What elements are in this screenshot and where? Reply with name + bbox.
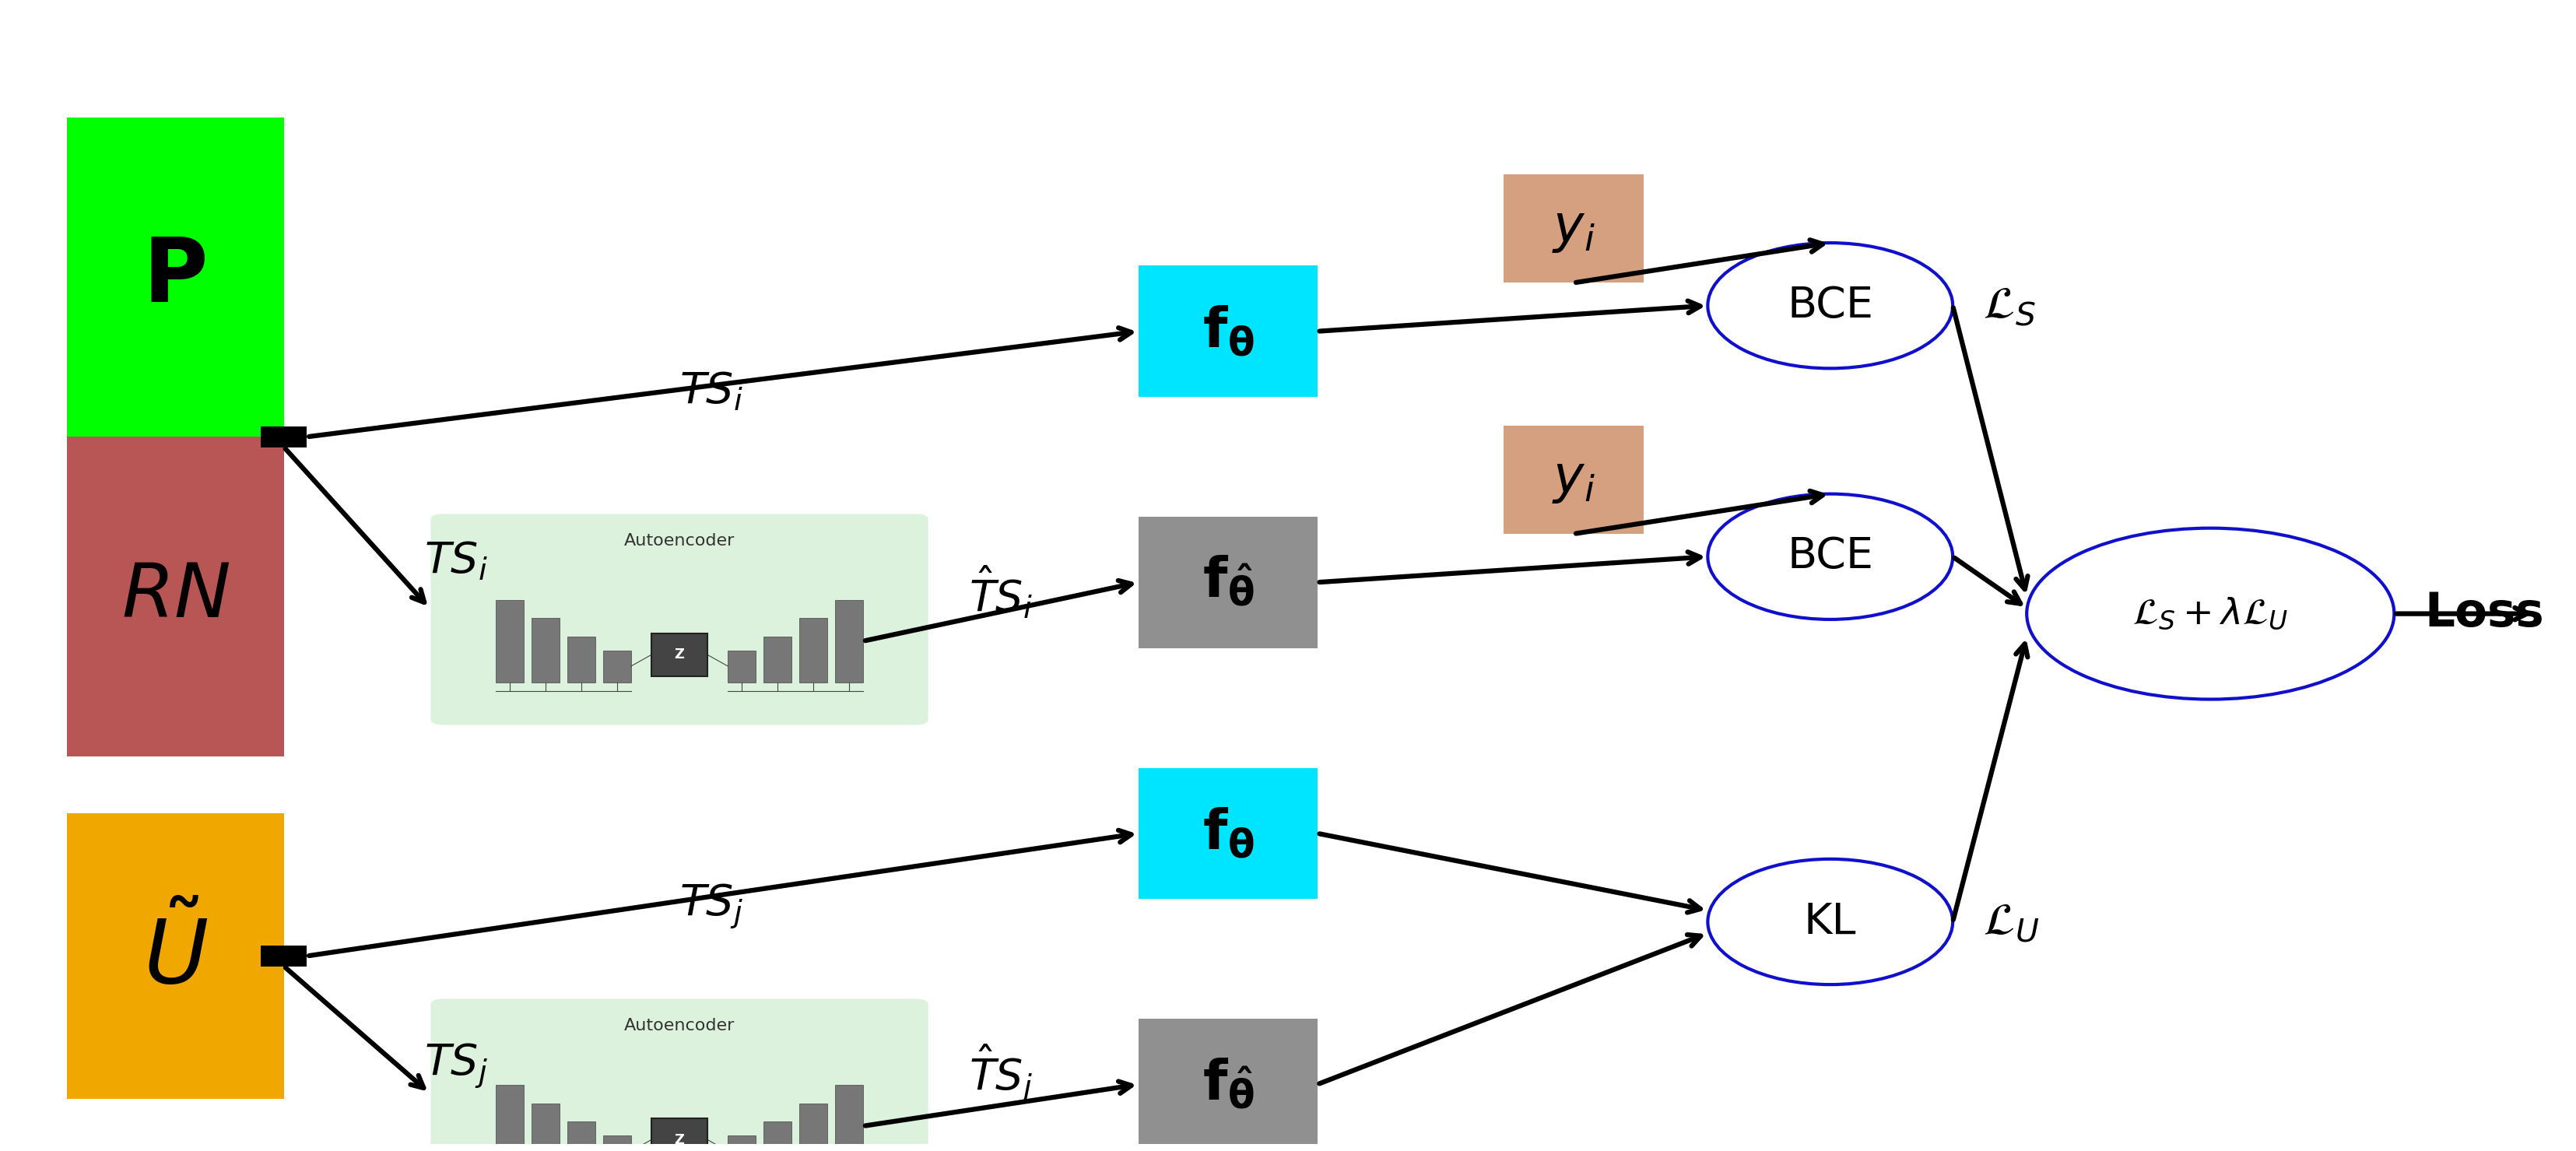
- FancyBboxPatch shape: [799, 618, 827, 683]
- Text: Loss: Loss: [2424, 590, 2545, 637]
- Ellipse shape: [2027, 528, 2393, 700]
- Text: $TS_j$: $TS_j$: [680, 883, 744, 931]
- Text: Z: Z: [675, 1133, 685, 1146]
- FancyBboxPatch shape: [567, 637, 595, 683]
- FancyBboxPatch shape: [1139, 1019, 1316, 1150]
- FancyBboxPatch shape: [835, 1085, 863, 1151]
- Text: $TS_i$: $TS_i$: [680, 371, 742, 412]
- Text: $y_i$: $y_i$: [1553, 203, 1595, 254]
- FancyBboxPatch shape: [531, 618, 559, 683]
- FancyBboxPatch shape: [1504, 426, 1643, 534]
- Ellipse shape: [1708, 243, 1953, 368]
- Text: $\hat{T}S_i$: $\hat{T}S_i$: [969, 564, 1033, 620]
- FancyBboxPatch shape: [531, 1103, 559, 1151]
- FancyBboxPatch shape: [652, 633, 708, 677]
- FancyBboxPatch shape: [260, 946, 307, 967]
- Text: $\mathbf{f_\theta}$: $\mathbf{f_\theta}$: [1203, 806, 1255, 861]
- FancyBboxPatch shape: [762, 637, 791, 683]
- Text: BCE: BCE: [1788, 535, 1873, 578]
- FancyBboxPatch shape: [260, 427, 307, 447]
- Text: BCE: BCE: [1788, 284, 1873, 327]
- Text: $\mathit{RN}$: $\mathit{RN}$: [121, 561, 229, 633]
- FancyBboxPatch shape: [603, 650, 631, 683]
- Text: $TS_j$: $TS_j$: [425, 1042, 487, 1090]
- Text: $\mathbf{f_{\hat{\theta}}}$: $\mathbf{f_{\hat{\theta}}}$: [1203, 555, 1255, 610]
- FancyBboxPatch shape: [67, 117, 283, 437]
- Text: KL: KL: [1803, 901, 1857, 943]
- FancyBboxPatch shape: [67, 814, 283, 1099]
- FancyBboxPatch shape: [799, 1103, 827, 1151]
- FancyBboxPatch shape: [1139, 266, 1316, 397]
- Text: P: P: [144, 234, 209, 320]
- Text: $TS_i$: $TS_i$: [425, 540, 487, 581]
- FancyBboxPatch shape: [1139, 517, 1316, 648]
- FancyBboxPatch shape: [430, 513, 927, 725]
- Ellipse shape: [1708, 494, 1953, 619]
- Text: $\mathcal{L}_U$: $\mathcal{L}_U$: [1984, 900, 2040, 944]
- FancyBboxPatch shape: [67, 437, 283, 756]
- FancyBboxPatch shape: [1139, 768, 1316, 899]
- Text: $y_i$: $y_i$: [1553, 453, 1595, 505]
- Text: $\mathcal{L}_S$: $\mathcal{L}_S$: [1984, 283, 2035, 328]
- FancyBboxPatch shape: [430, 999, 927, 1151]
- Text: $\hat{T}S_j$: $\hat{T}S_j$: [969, 1043, 1033, 1105]
- FancyBboxPatch shape: [495, 1085, 523, 1151]
- Text: Z: Z: [675, 648, 685, 662]
- FancyBboxPatch shape: [729, 1135, 755, 1151]
- Text: $\mathcal{L}_S + \lambda\mathcal{L}_U$: $\mathcal{L}_S + \lambda\mathcal{L}_U$: [2133, 596, 2287, 632]
- FancyBboxPatch shape: [603, 1135, 631, 1151]
- FancyBboxPatch shape: [762, 1121, 791, 1151]
- FancyBboxPatch shape: [1504, 175, 1643, 283]
- FancyBboxPatch shape: [652, 1118, 708, 1151]
- FancyBboxPatch shape: [495, 600, 523, 683]
- Text: Autoencoder: Autoencoder: [623, 1019, 734, 1034]
- Ellipse shape: [1708, 859, 1953, 984]
- Text: $\mathbf{f_\theta}$: $\mathbf{f_\theta}$: [1203, 304, 1255, 358]
- FancyBboxPatch shape: [835, 600, 863, 683]
- FancyBboxPatch shape: [567, 1121, 595, 1151]
- Text: $\tilde{U}$: $\tilde{U}$: [144, 909, 209, 1003]
- FancyBboxPatch shape: [729, 650, 755, 683]
- Text: $\mathbf{f_{\hat{\theta}}}$: $\mathbf{f_{\hat{\theta}}}$: [1203, 1057, 1255, 1112]
- Text: Autoencoder: Autoencoder: [623, 533, 734, 549]
